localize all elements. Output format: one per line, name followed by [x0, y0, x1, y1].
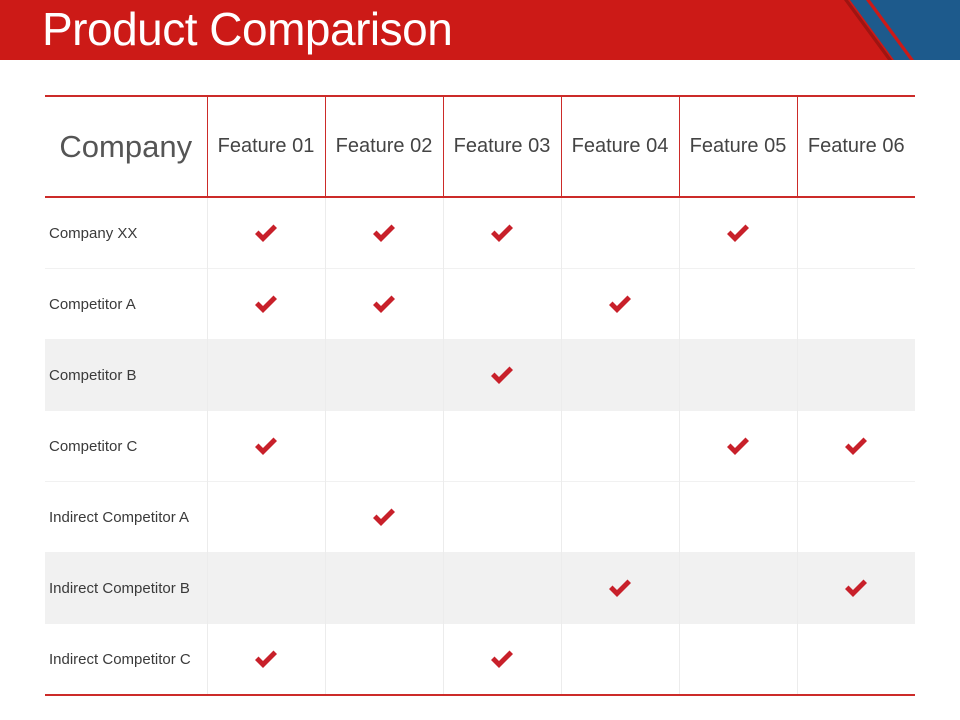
feature-cell [206, 552, 325, 624]
company-name-cell: Indirect Competitor C [45, 623, 207, 696]
feature-cell [442, 481, 561, 553]
feature-cell [324, 339, 443, 411]
feature-column-header: Feature 03 [442, 95, 561, 198]
feature-cell [442, 268, 561, 340]
feature-cell [678, 196, 797, 269]
checkmark-icon [845, 437, 868, 455]
feature-cell [678, 268, 797, 340]
company-name-cell: Competitor B [45, 339, 207, 411]
checkmark-icon [845, 579, 868, 597]
feature-cell [560, 268, 679, 340]
feature-cell [560, 339, 679, 411]
page-title: Product Comparison [42, 3, 453, 55]
table-row: Competitor A [45, 268, 915, 340]
checkmark-icon [727, 437, 749, 455]
company-name-cell: Competitor A [45, 268, 207, 340]
table-row: Indirect Competitor B [45, 552, 915, 624]
feature-cell [796, 268, 915, 340]
feature-cell [442, 196, 561, 269]
comparison-table: Company Feature 01 Feature 02 Feature 03… [45, 95, 915, 696]
company-name-cell: Indirect Competitor A [45, 481, 207, 553]
table-row: Indirect Competitor C [45, 623, 915, 696]
feature-cell [796, 481, 915, 553]
feature-cell [206, 481, 325, 553]
feature-cell [206, 410, 325, 482]
table-row: Competitor C [45, 410, 915, 482]
feature-cell [678, 623, 797, 696]
checkmark-icon [609, 579, 631, 597]
company-name-cell: Indirect Competitor B [45, 552, 207, 624]
checkmark-icon [727, 224, 749, 242]
feature-column-header: Feature 01 [206, 95, 325, 198]
checkmark-icon [373, 508, 395, 526]
feature-cell [796, 623, 915, 696]
feature-cell [796, 410, 915, 482]
feature-cell [206, 623, 325, 696]
feature-cell [560, 196, 679, 269]
feature-cell [678, 410, 797, 482]
feature-cell [324, 410, 443, 482]
feature-cell [796, 196, 915, 269]
feature-cell [442, 552, 561, 624]
feature-cell [442, 339, 561, 411]
table-row: Company XX [45, 196, 915, 269]
feature-cell [206, 339, 325, 411]
checkmark-icon [255, 224, 277, 242]
feature-cell [442, 410, 561, 482]
company-column-header: Company [45, 95, 207, 198]
company-name-cell: Company XX [45, 196, 207, 269]
checkmark-icon [255, 295, 277, 313]
header-row: Company Feature 01 Feature 02 Feature 03… [45, 95, 915, 198]
feature-cell [324, 623, 443, 696]
feature-cell [796, 552, 915, 624]
feature-cell [560, 481, 679, 553]
company-name-cell: Competitor C [45, 410, 207, 482]
feature-cell [678, 552, 797, 624]
feature-cell [560, 623, 679, 696]
checkmark-icon [255, 437, 277, 455]
feature-cell [442, 623, 561, 696]
checkmark-icon [373, 224, 395, 242]
feature-cell [206, 196, 325, 269]
feature-column-header: Feature 06 [796, 95, 915, 198]
checkmark-icon [491, 650, 513, 668]
feature-cell [560, 552, 679, 624]
table-body: Company XX Competitor A Competitor B Compet… [45, 196, 915, 696]
feature-cell [678, 481, 797, 553]
feature-column-header: Feature 04 [560, 95, 679, 198]
feature-cell [324, 552, 443, 624]
checkmark-icon [373, 295, 395, 313]
feature-cell [796, 339, 915, 411]
table-row: Competitor B [45, 339, 915, 411]
title-bar: Product Comparison [0, 0, 960, 60]
feature-cell [206, 268, 325, 340]
feature-cell [324, 196, 443, 269]
checkmark-icon [491, 366, 513, 384]
corner-stripe-decoration [844, 0, 960, 60]
feature-cell [324, 481, 443, 553]
checkmark-icon [255, 650, 277, 668]
feature-column-header: Feature 02 [324, 95, 443, 198]
table-row: Indirect Competitor A [45, 481, 915, 553]
feature-cell [324, 268, 443, 340]
feature-column-header: Feature 05 [678, 95, 797, 198]
checkmark-icon [609, 295, 631, 313]
feature-cell [678, 339, 797, 411]
checkmark-icon [491, 224, 513, 242]
feature-cell [560, 410, 679, 482]
